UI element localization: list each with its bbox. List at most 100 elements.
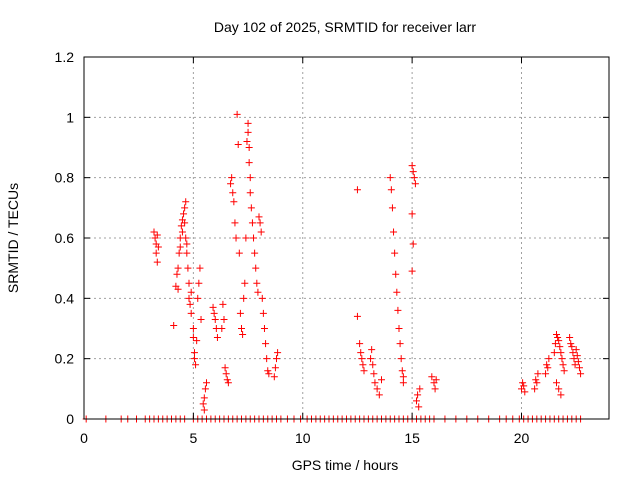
data-point [244,119,252,127]
data-point [182,198,190,206]
data-point [224,379,232,387]
data-point [411,180,419,188]
data-point [178,228,186,236]
data-point [357,349,365,357]
data-point [353,186,361,194]
data-point [557,349,565,357]
data-point [567,340,575,348]
data-point [183,240,191,248]
data-point [544,364,552,372]
data-point [386,174,394,182]
data-point [572,346,580,354]
data-point [194,294,202,302]
x-tick-label: 10 [295,430,311,446]
data-point [255,213,263,221]
data-point [185,294,193,302]
data-point [356,340,364,348]
data-point [577,370,585,378]
data-point [242,234,250,242]
data-point [220,315,228,323]
data-point [396,340,404,348]
data-point [408,210,416,218]
data-point [273,355,280,363]
data-point [397,355,405,363]
data-point [394,306,402,314]
data-point [189,334,197,342]
data-point [432,376,440,384]
data-point [262,340,270,348]
data-point [190,355,198,363]
y-tick-label: 0 [66,411,74,427]
data-point [253,279,261,287]
data-point [218,325,226,332]
data-point [192,361,200,369]
data-point [534,370,542,378]
data-point [375,391,383,399]
data-point [154,243,162,251]
data-point [555,337,563,345]
data-point [393,288,401,296]
data-point [398,367,406,375]
data-point [358,355,366,363]
data-point [250,234,258,242]
data-point [211,315,219,323]
data-point [181,204,189,212]
data-point [252,264,260,272]
data-point [370,370,378,378]
data-point [201,385,209,393]
data-point [182,234,190,242]
data-point [213,334,221,342]
data-point [271,364,279,372]
data-point [245,144,253,151]
data-point [570,355,578,363]
data-points [82,110,585,423]
data-point [560,367,568,375]
data-point [395,325,403,332]
data-point [263,355,271,363]
data-point [408,267,416,275]
y-tick-label: 0.6 [55,230,75,246]
data-point [371,379,379,387]
data-point [170,321,178,329]
data-point [265,370,273,378]
data-point [246,189,254,197]
data-point [257,228,265,236]
data-point [245,159,253,167]
data-point [229,189,237,197]
axis-ticks: 0 5 10 15 20 0 0.2 0.4 0.6 0.8 1 1.2 [55,49,609,446]
data-point [246,174,254,182]
data-point [391,249,399,257]
data-point [221,364,229,372]
data-point [431,385,439,393]
data-point [239,331,247,339]
data-point [234,140,242,148]
data-point [260,325,268,332]
data-point [555,385,563,393]
y-tick-label: 1 [66,109,74,125]
data-point [378,376,385,384]
data-point [532,376,540,384]
data-point [243,137,251,145]
data-point [193,337,201,345]
data-point [175,249,183,257]
data-point [254,288,262,296]
data-point [184,264,192,272]
data-point [388,204,396,212]
data-point [367,355,375,363]
data-point [553,379,560,387]
data-point [233,110,241,118]
data-point [187,309,195,317]
y-axis-title: SRMTID / TECUs [5,183,21,293]
data-point [410,174,418,182]
data-point [360,367,368,375]
data-point [409,240,417,248]
data-point [203,379,210,387]
data-point [176,243,184,251]
data-point [227,180,235,188]
data-point [574,358,582,366]
data-point [230,198,238,206]
data-point [392,270,400,278]
data-point [545,355,553,363]
data-point [553,331,560,339]
